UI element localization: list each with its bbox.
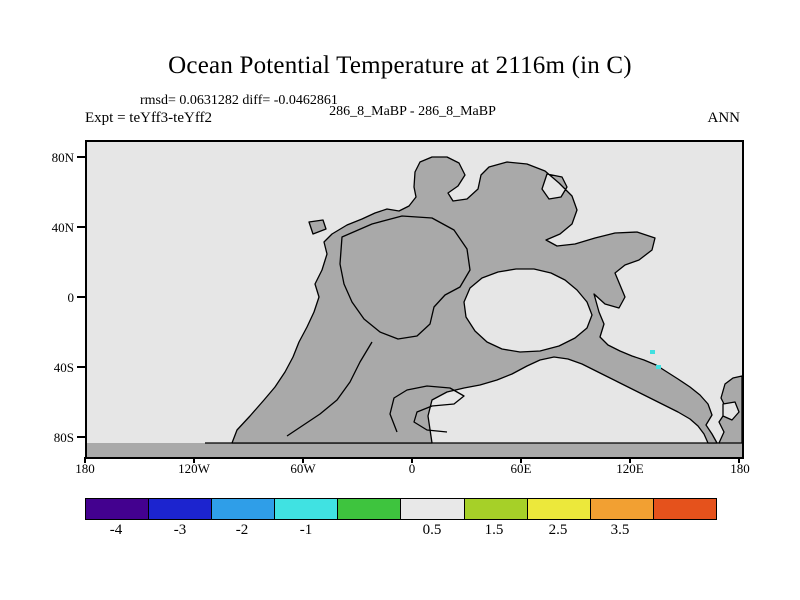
anomaly-speck (650, 350, 655, 354)
colorbar-label: -4 (109, 522, 123, 538)
y-axis-tick (77, 366, 85, 368)
colorbar-segment (527, 499, 591, 519)
y-axis-tick (77, 436, 85, 438)
x-tick-label: 60E (510, 461, 532, 476)
colorbar-label: 1.5 (484, 522, 504, 538)
x-tick-label: 120E (616, 461, 644, 476)
y-axis-tick (77, 156, 85, 158)
small-island (308, 219, 327, 235)
y-tick-label: 80N (51, 150, 74, 165)
colorbar-label: 2.5 (548, 522, 568, 538)
x-axis-tick (520, 457, 522, 463)
colorbar (85, 498, 717, 520)
colorbar-segment (86, 499, 150, 519)
x-tick-label: 0 (408, 461, 416, 476)
y-tick-label: 80S (53, 430, 74, 445)
x-axis-tick (302, 457, 304, 463)
y-tick-label: 40N (51, 220, 74, 235)
colorbar-segment (212, 499, 276, 519)
y-axis-tick (77, 226, 85, 228)
x-axis-tick (738, 457, 740, 463)
colorbar-label: -1 (299, 522, 313, 538)
page-title: Ocean Potential Temperature at 2116m (in… (168, 52, 632, 79)
colorbar-label: -3 (173, 522, 187, 538)
colorbar-segment (401, 499, 465, 519)
x-tick-label: 180 (75, 461, 95, 476)
comparison-label: 286_8_MaBP - 286_8_MaBP (329, 104, 496, 119)
season-label: ANN (707, 110, 741, 126)
x-axis-tick (84, 457, 86, 463)
y-axis-tick (77, 296, 85, 298)
x-tick-label: 120W (178, 461, 210, 476)
colorbar-label: 3.5 (610, 522, 630, 538)
anomaly-speck (656, 365, 661, 369)
pangaea-landmass (231, 156, 718, 444)
colorbar-label: 0.5 (422, 522, 442, 538)
x-tick-label: 60W (290, 461, 316, 476)
interior-coastline-contours (286, 215, 471, 437)
x-tick-label: 180 (730, 461, 750, 476)
y-tick-label: 0 (67, 290, 75, 305)
x-axis-tick (411, 457, 413, 463)
stats-line: rmsd= 0.0631282 diff= -0.0462861 (140, 93, 338, 108)
paleogeography-map (87, 156, 742, 457)
map-plot-area (85, 140, 744, 459)
colorbar-segment (149, 499, 213, 519)
eastern-lake (722, 401, 740, 421)
colorbar-segment (590, 499, 654, 519)
x-axis-tick (193, 457, 195, 463)
y-tick-label: 40S (53, 360, 74, 375)
colorbar-segment (338, 499, 402, 519)
colorbar-segment (275, 499, 339, 519)
southern-land-band (87, 443, 742, 457)
experiment-label: Expt = teYff3-teYff2 (85, 110, 213, 126)
x-axis-tick (629, 457, 631, 463)
colorbar-label: -2 (235, 522, 249, 538)
colorbar-segment (464, 499, 528, 519)
colorbar-segment (653, 499, 716, 519)
